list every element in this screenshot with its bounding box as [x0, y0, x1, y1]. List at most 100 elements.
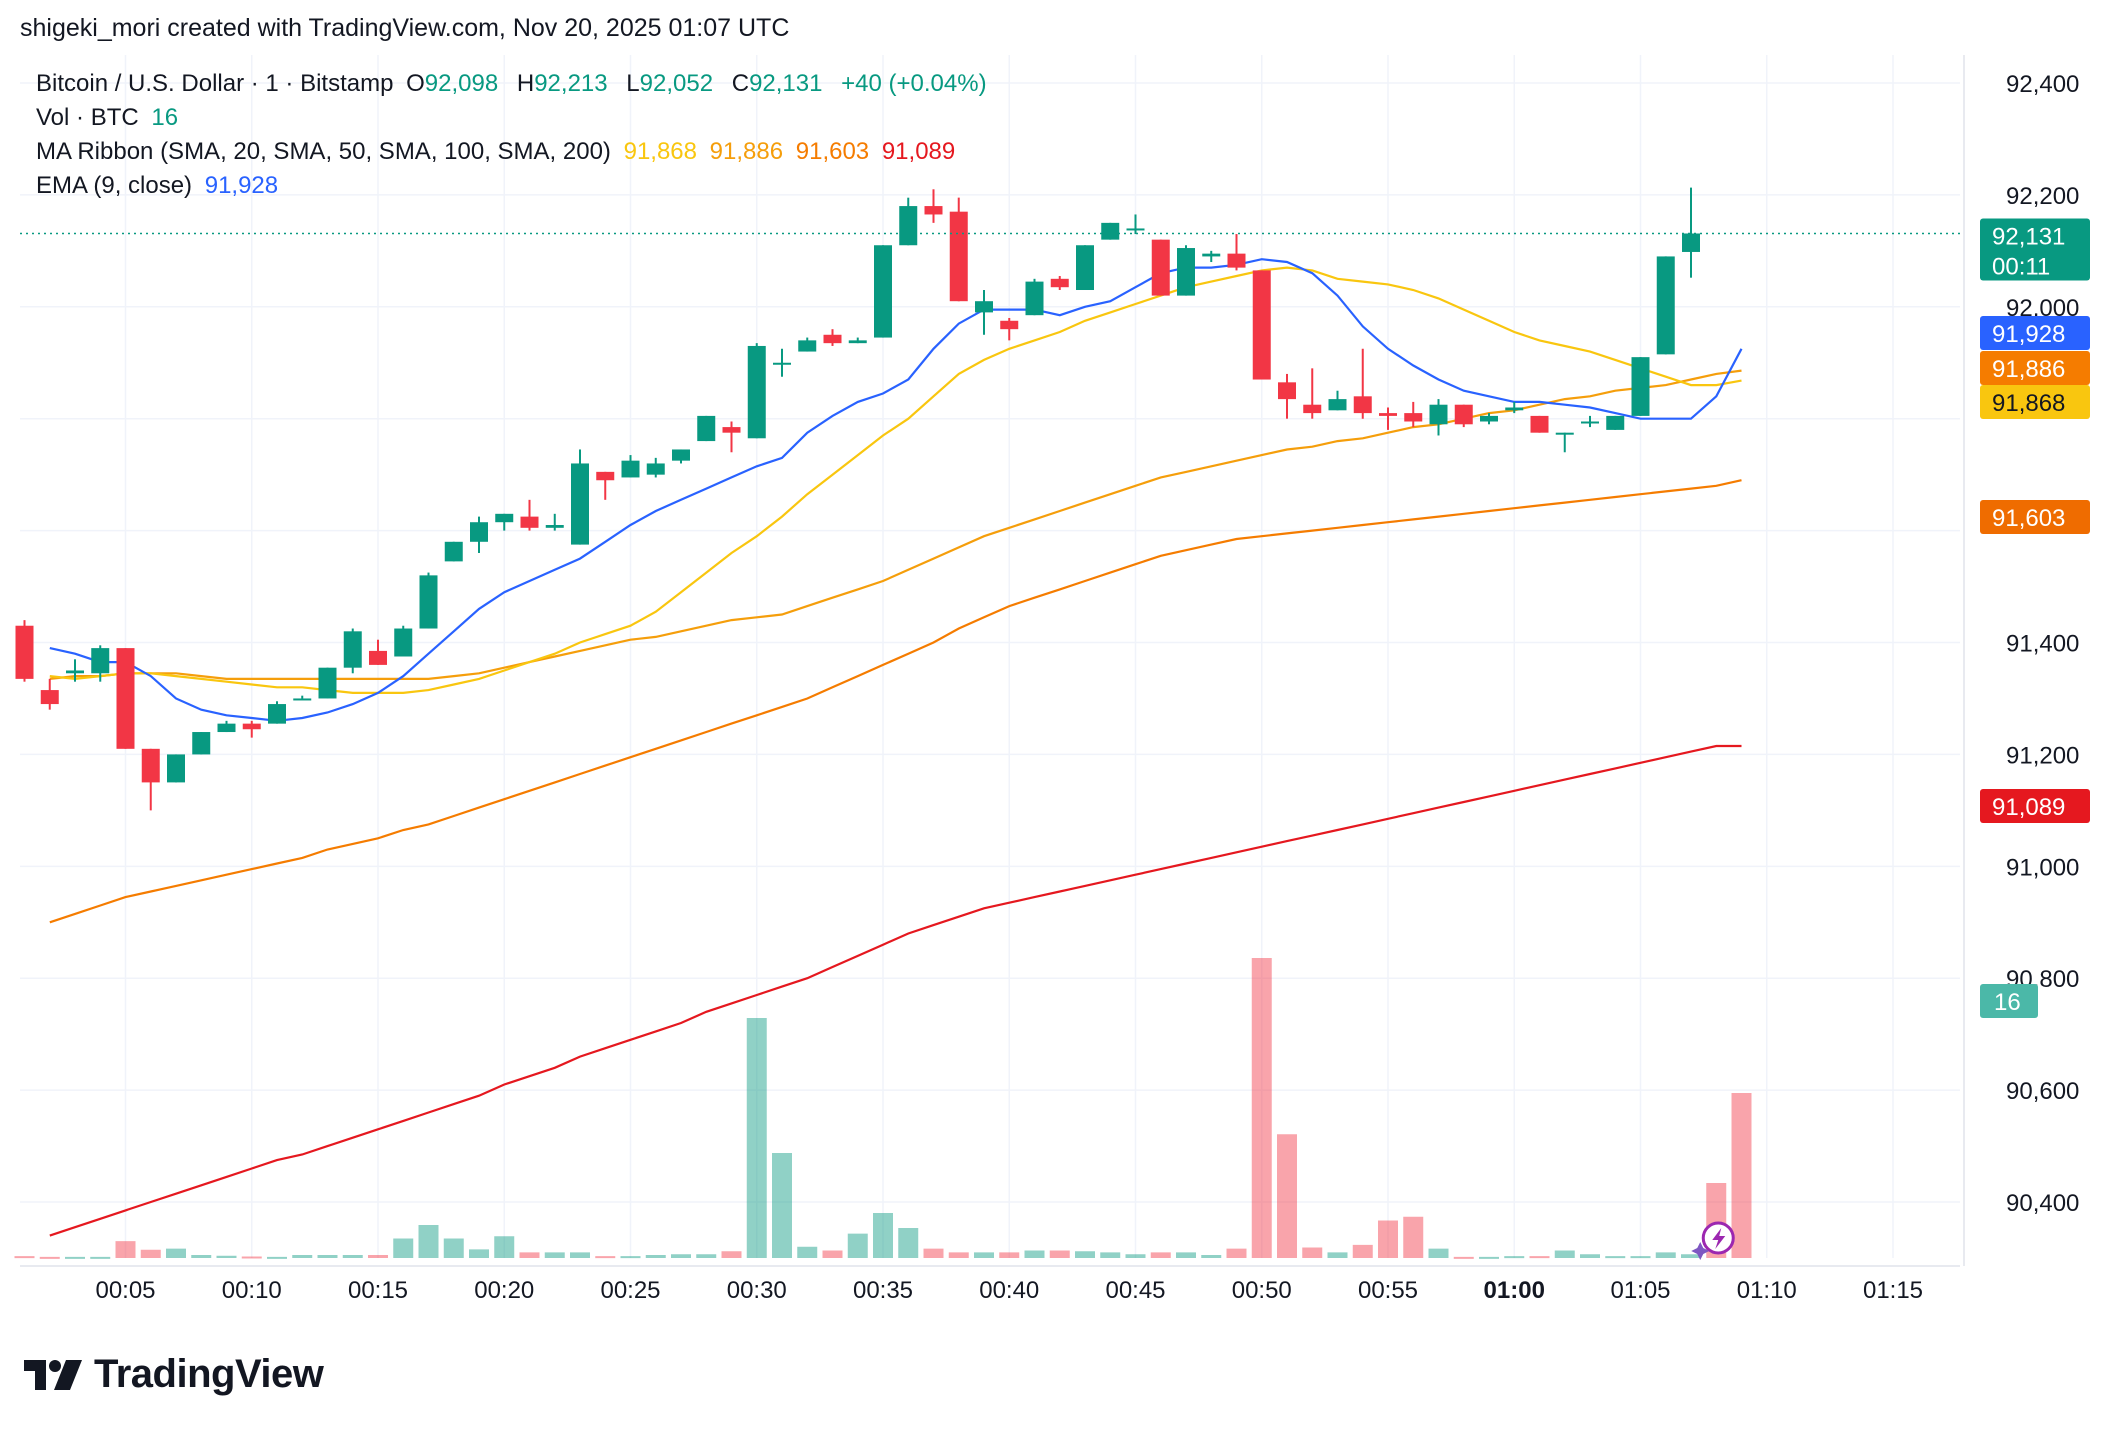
candle-body [975, 301, 993, 313]
volume-bar [1403, 1216, 1424, 1258]
candle-body [1000, 320, 1019, 330]
ribbon-value-sma100: 91,603 [795, 138, 870, 165]
footer-brand[interactable]: TradingView [24, 1352, 324, 1397]
volume-bar [696, 1254, 717, 1258]
volume-bar [1100, 1252, 1121, 1258]
candle-body [318, 667, 337, 699]
ma-price-badge: 91,928 [1980, 316, 2090, 350]
volume-bar [1605, 1256, 1626, 1259]
symbol-name[interactable]: Bitcoin / U.S. Dollar · 1 · Bitstamp [36, 70, 394, 97]
ribbon-value-sma200: 91,089 [881, 138, 956, 165]
time-tick-label: 00:50 [1232, 1277, 1292, 1304]
time-tick-label: 01:10 [1737, 1277, 1797, 1304]
ma-price-badge-text: 91,886 [1992, 356, 2065, 383]
time-tick-label: 01:15 [1863, 1277, 1923, 1304]
volume-bar [1731, 1093, 1752, 1258]
volume-bar [90, 1256, 111, 1259]
volume-bar [1352, 1244, 1373, 1258]
volume-label[interactable]: Vol · BTC [36, 104, 139, 131]
ema9-line [49, 258, 1743, 722]
candle-body [672, 449, 690, 461]
candle-body [545, 525, 564, 528]
volume-bar [241, 1256, 262, 1259]
candle-body [1682, 233, 1700, 252]
candle-body [1202, 253, 1221, 257]
legend-volume-row[interactable]: Vol · BTC 16 [36, 104, 184, 132]
volume-bar [1176, 1252, 1196, 1258]
volume-bar [1580, 1254, 1600, 1258]
candle-body [1454, 404, 1473, 425]
price-tick-label: 91,200 [2006, 742, 2079, 769]
price-tick-label: 91,400 [2006, 631, 2079, 658]
time-tick-label: 00:30 [727, 1277, 787, 1304]
candle-body [571, 463, 589, 545]
volume-bar [1630, 1256, 1651, 1259]
candle-body [192, 732, 211, 755]
volume-bar [974, 1252, 994, 1258]
volume-bar [1024, 1250, 1045, 1258]
price-tick-label: 91,000 [2006, 854, 2079, 881]
candle-body [293, 698, 312, 701]
price-tick-label: 92,400 [2006, 71, 2079, 98]
volume-badge-bg [1980, 984, 2038, 1018]
candle-body [1328, 399, 1347, 411]
price-tick-label: 92,200 [2006, 183, 2079, 210]
candle-body [1278, 382, 1296, 400]
ma-price-badge-text: 91,868 [1992, 390, 2065, 417]
candle-body [1050, 278, 1069, 288]
legend-symbol-row[interactable]: Bitcoin / U.S. Dollar · 1 · Bitstamp O92… [36, 70, 993, 98]
volume-bar [1201, 1255, 1222, 1258]
candle-body [520, 516, 539, 528]
volume-bar [1504, 1256, 1525, 1259]
candle-body [798, 340, 817, 352]
volume-bar [469, 1249, 489, 1258]
volume-bar [595, 1256, 616, 1259]
candle-body [1404, 413, 1423, 422]
ma-price-badge: 91,868 [1980, 385, 2090, 419]
candle-body [949, 211, 968, 302]
volume-bar [544, 1252, 565, 1258]
volume-bar [1226, 1248, 1247, 1258]
volume-bar [1529, 1256, 1550, 1259]
volume-bar [342, 1255, 363, 1258]
tradingview-logo-icon [24, 1359, 82, 1390]
volume-bar [519, 1252, 540, 1258]
legend-ema-row[interactable]: EMA (9, close) 91,928 [36, 172, 284, 200]
volume-bar [1554, 1250, 1575, 1258]
candle-body [1151, 239, 1170, 296]
volume-bar [1428, 1248, 1449, 1258]
volume-bar [393, 1238, 414, 1258]
volume-bar [140, 1249, 161, 1258]
volume-bar [1479, 1256, 1499, 1259]
ribbon-value-sma50: 91,886 [709, 138, 784, 165]
byline: shigeki_mori created with TradingView.co… [20, 14, 790, 42]
candle-body [924, 206, 943, 215]
time-tick-label: 00:55 [1358, 1277, 1418, 1304]
candle-body [1555, 432, 1574, 435]
high-label: H [516, 70, 535, 97]
candle-body [1126, 228, 1145, 231]
volume-bar [1453, 1256, 1474, 1259]
volume-bar [923, 1248, 944, 1258]
ma-price-badge-text: 91,603 [1992, 505, 2065, 532]
sma100-line [49, 479, 1742, 924]
last-price-badge-text: 92,131 [1992, 223, 2065, 250]
volume-value: 16 [151, 104, 179, 131]
ema-label[interactable]: EMA (9, close) [36, 172, 193, 199]
sparkle-icon [1691, 1242, 1710, 1260]
time-tick-label: 00:35 [853, 1277, 913, 1304]
ribbon-label[interactable]: MA Ribbon (SMA, 20, SMA, 50, SMA, 100, S… [36, 138, 611, 165]
volume-badge-text: 16 [1994, 989, 2021, 1016]
legend-ribbon-row[interactable]: MA Ribbon (SMA, 20, SMA, 50, SMA, 100, S… [36, 138, 961, 166]
candle-body [1505, 407, 1524, 411]
open-value: 92,098 [424, 70, 499, 97]
open-label: O [406, 70, 425, 97]
volume-bar [1655, 1252, 1676, 1258]
volume-bar [898, 1228, 919, 1258]
time-tick-label: 00:45 [1105, 1277, 1165, 1304]
lightning-icon-bolt [1712, 1228, 1726, 1249]
candle-body [1177, 248, 1195, 296]
volume-bar [746, 1018, 767, 1258]
volume-bar [948, 1252, 969, 1258]
